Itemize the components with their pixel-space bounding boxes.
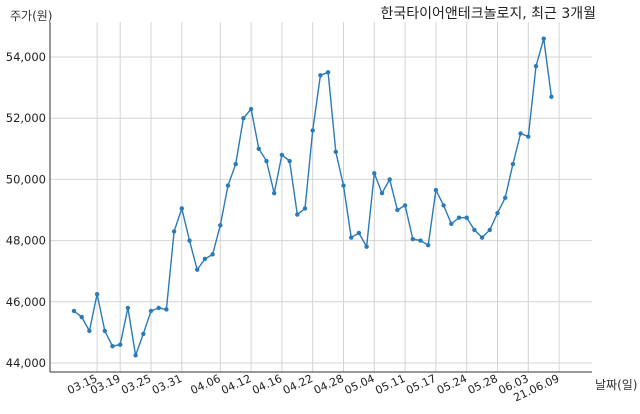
data-point xyxy=(279,152,285,158)
data-point xyxy=(341,183,346,188)
y-tick-labels: 44,000 46,000 48,000 50,000 52,000 54,000 xyxy=(6,50,46,370)
x-tick-label: 04.28 xyxy=(312,372,346,397)
x-tick-label: 03.31 xyxy=(150,372,184,397)
data-point xyxy=(410,236,415,242)
data-point xyxy=(549,94,554,99)
data-point xyxy=(141,331,146,337)
x-tick-label: 05.04 xyxy=(343,372,377,397)
data-point xyxy=(210,252,215,257)
y-tick-label: 48,000 xyxy=(6,234,46,248)
data-point xyxy=(541,36,546,41)
y-tick-label: 52,000 xyxy=(6,111,46,125)
y-tick-label: 54,000 xyxy=(6,50,46,64)
x-tick-label: 05.28 xyxy=(466,372,500,397)
data-point xyxy=(472,227,477,233)
data-point xyxy=(133,353,138,358)
data-point xyxy=(156,305,161,311)
data-point xyxy=(272,190,277,196)
data-point xyxy=(310,128,315,133)
data-point xyxy=(287,158,292,164)
y-axis-label: 주가(원) xyxy=(10,9,53,23)
data-point xyxy=(533,63,539,69)
data-point xyxy=(256,146,261,151)
data-point xyxy=(510,161,516,167)
data-point xyxy=(295,212,300,217)
data-point xyxy=(364,244,369,249)
x-tick-label: 04.06 xyxy=(189,372,223,397)
data-point xyxy=(418,238,423,243)
axes xyxy=(49,22,592,373)
data-point xyxy=(233,161,238,167)
x-tick-label: 04.16 xyxy=(250,372,284,397)
y-tick-label: 44,000 xyxy=(6,356,46,370)
x-tick-label: 05.11 xyxy=(373,372,407,397)
data-point xyxy=(464,215,469,220)
data-point xyxy=(495,210,500,216)
data-point xyxy=(241,116,246,121)
data-point xyxy=(526,134,531,139)
data-point xyxy=(102,328,108,334)
data-point xyxy=(387,177,392,182)
data-point xyxy=(202,256,208,262)
y-tick-label: 46,000 xyxy=(6,295,46,309)
data-point xyxy=(349,235,354,240)
data-point xyxy=(456,215,462,220)
data-point xyxy=(94,291,100,297)
data-point xyxy=(487,227,492,233)
data-point xyxy=(302,206,308,211)
x-tick-label: 04.22 xyxy=(281,372,315,397)
x-tick-label: 05.17 xyxy=(404,372,438,397)
x-tick-label: 04.12 xyxy=(219,372,253,397)
data-point xyxy=(187,238,192,243)
grid-lines xyxy=(50,22,592,372)
data-point xyxy=(87,328,92,334)
data-point xyxy=(441,203,446,208)
data-point xyxy=(379,190,385,196)
x-tick-label: 05.24 xyxy=(435,372,469,397)
data-point xyxy=(356,230,362,236)
data-point xyxy=(218,223,223,228)
data-point xyxy=(179,206,184,211)
data-point xyxy=(110,343,115,349)
data-point xyxy=(402,203,408,208)
x-axis-label: 날짜(일) xyxy=(595,378,638,392)
data-point xyxy=(433,187,439,193)
data-point xyxy=(71,308,77,314)
data-point xyxy=(195,267,200,272)
x-tick-label: 03.25 xyxy=(119,372,153,397)
data-point xyxy=(325,70,331,75)
data-point xyxy=(248,106,254,112)
data-point xyxy=(148,308,154,314)
data-point xyxy=(171,229,177,234)
data-point xyxy=(426,242,431,248)
data-point xyxy=(518,131,523,136)
data-point xyxy=(79,314,84,320)
data-point xyxy=(372,171,377,176)
data-point xyxy=(333,149,338,155)
data-point xyxy=(503,195,508,200)
data-point xyxy=(225,183,231,188)
data-point xyxy=(164,307,169,312)
data-point xyxy=(264,158,269,164)
data-point xyxy=(118,342,123,347)
data-point xyxy=(449,221,454,226)
data-point xyxy=(479,235,485,240)
series-group xyxy=(71,36,554,358)
y-tick-label: 50,000 xyxy=(6,172,46,186)
data-point xyxy=(318,73,323,78)
data-point xyxy=(125,305,131,311)
chart-title: 한국타이어앤테크놀로지, 최근 3개월 xyxy=(380,6,596,22)
data-point xyxy=(395,207,400,213)
